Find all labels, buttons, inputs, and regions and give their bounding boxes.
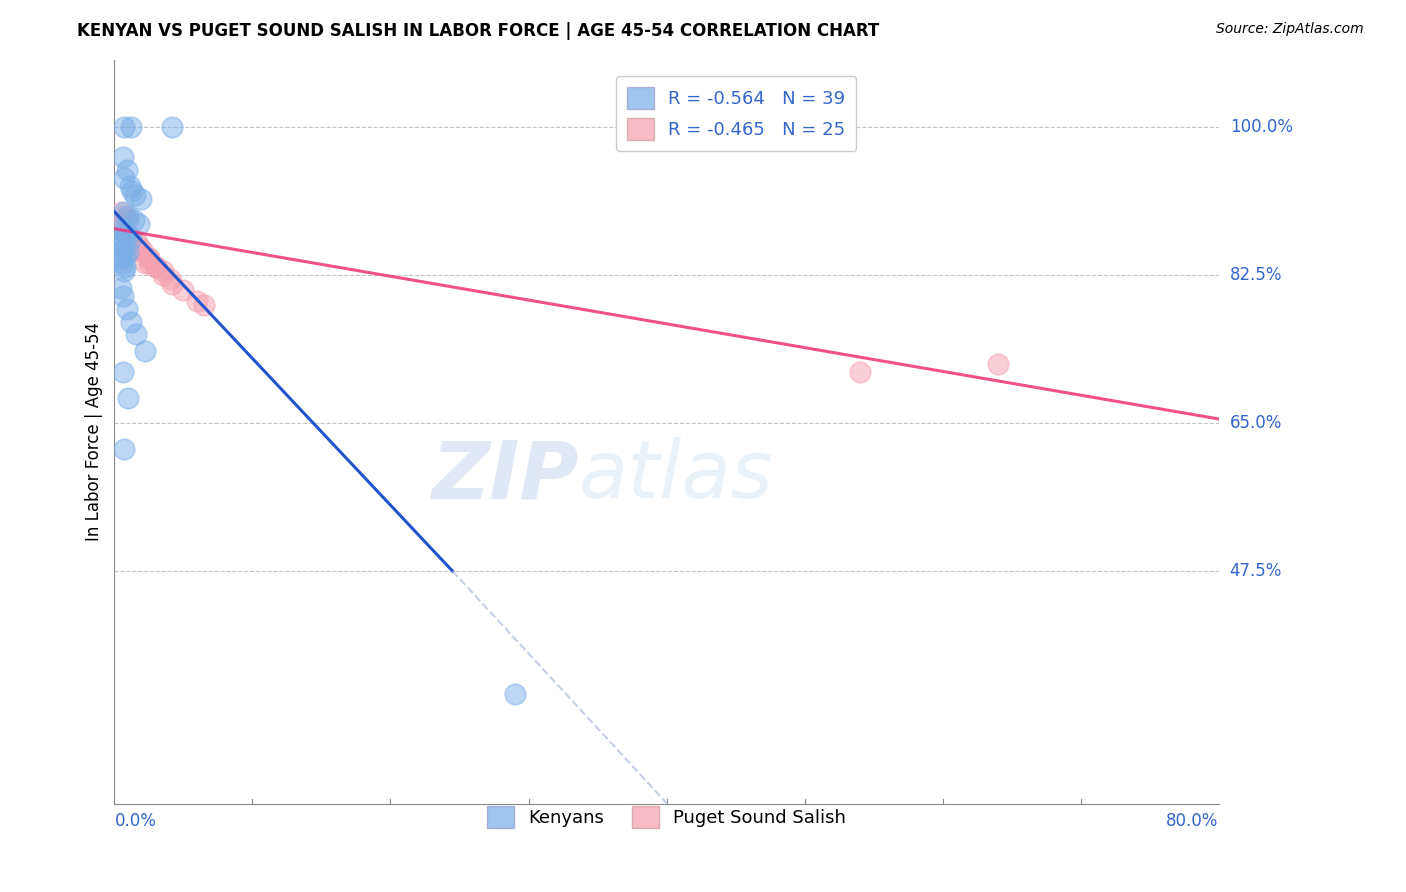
Point: [117, 213, 139, 227]
Point: [120, 315, 142, 329]
Point: [111, 366, 134, 380]
Point: [124, 243, 146, 257]
Point: [112, 171, 135, 186]
Point: [121, 184, 143, 198]
Point: [110, 281, 132, 295]
Point: [503, 687, 526, 701]
Point: [117, 209, 139, 223]
Point: [114, 249, 136, 263]
Point: [120, 120, 142, 135]
Point: [152, 268, 174, 283]
Point: [110, 204, 132, 219]
Point: [186, 293, 208, 308]
Point: [112, 204, 135, 219]
Point: [134, 344, 156, 359]
Text: 0.0%: 0.0%: [114, 812, 156, 830]
Point: [129, 192, 152, 206]
Text: 82.5%: 82.5%: [1230, 266, 1282, 285]
Point: [111, 289, 134, 303]
Text: atlas: atlas: [578, 437, 773, 516]
Point: [145, 260, 167, 274]
Point: [115, 228, 138, 243]
Point: [111, 255, 134, 269]
Point: [112, 240, 135, 254]
Point: [162, 277, 184, 291]
Point: [849, 366, 872, 380]
Point: [172, 283, 194, 297]
Point: [111, 218, 134, 232]
Point: [114, 221, 136, 235]
Point: [128, 238, 150, 252]
Point: [115, 162, 138, 177]
Point: [138, 255, 160, 269]
Text: 65.0%: 65.0%: [1230, 414, 1282, 432]
Point: [125, 327, 148, 342]
Point: [112, 235, 135, 249]
Point: [114, 226, 136, 240]
Point: [112, 120, 135, 135]
Point: [110, 221, 132, 235]
Point: [138, 252, 160, 266]
Point: [134, 255, 156, 269]
Point: [111, 243, 134, 257]
Point: [120, 230, 142, 244]
Point: [193, 298, 215, 312]
Text: 100.0%: 100.0%: [1230, 119, 1292, 136]
Text: Source: ZipAtlas.com: Source: ZipAtlas.com: [1216, 22, 1364, 37]
Point: [110, 252, 132, 266]
Point: [125, 235, 148, 249]
Point: [122, 213, 145, 227]
Point: [118, 179, 141, 194]
Point: [110, 236, 132, 251]
Text: 47.5%: 47.5%: [1230, 562, 1282, 580]
Point: [131, 243, 153, 257]
Point: [152, 264, 174, 278]
Point: [114, 209, 136, 223]
Point: [128, 218, 150, 232]
Y-axis label: In Labor Force | Age 45-54: In Labor Force | Age 45-54: [86, 322, 103, 541]
Legend: Kenyans, Puget Sound Salish: Kenyans, Puget Sound Salish: [479, 799, 853, 836]
Point: [159, 272, 181, 286]
Point: [120, 230, 142, 244]
Point: [112, 442, 135, 456]
Point: [124, 187, 146, 202]
Point: [987, 357, 1010, 371]
Point: [112, 264, 135, 278]
Point: [117, 245, 139, 260]
Point: [162, 120, 184, 135]
Point: [114, 260, 136, 274]
Text: 80.0%: 80.0%: [1167, 812, 1219, 830]
Point: [138, 252, 160, 266]
Text: KENYAN VS PUGET SOUND SALISH IN LABOR FORCE | AGE 45-54 CORRELATION CHART: KENYAN VS PUGET SOUND SALISH IN LABOR FO…: [77, 22, 880, 40]
Point: [115, 301, 138, 316]
Point: [111, 150, 134, 164]
Point: [117, 391, 139, 405]
Point: [120, 232, 142, 246]
Text: ZIP: ZIP: [430, 437, 578, 516]
Point: [145, 260, 167, 274]
